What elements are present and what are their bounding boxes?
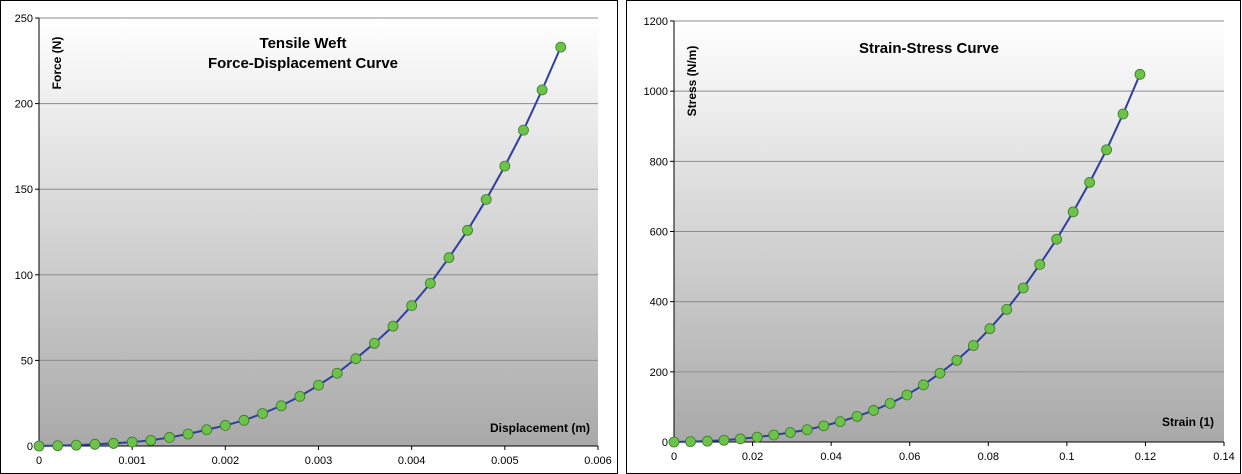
chart-title: Strain-Stress Curve — [859, 40, 999, 57]
x-tick-label: 0 — [671, 451, 677, 463]
data-point — [387, 320, 399, 332]
x-tick-label: 0.002 — [212, 455, 240, 467]
data-point — [701, 435, 713, 447]
y-axis-label: Force (N) — [50, 37, 64, 90]
data-point — [668, 436, 680, 448]
x-tick-label: 0.001 — [118, 455, 146, 467]
data-point — [818, 420, 830, 432]
data-point — [918, 379, 929, 391]
data-point — [868, 405, 879, 416]
data-point — [951, 354, 963, 366]
data-point — [145, 434, 157, 446]
data-point — [734, 433, 746, 445]
y-tick-label: 1200 — [644, 16, 668, 28]
data-point — [443, 252, 455, 264]
x-tick-label: 0.14 — [1213, 451, 1234, 463]
data-point — [275, 400, 287, 412]
data-point — [462, 224, 473, 236]
data-point — [784, 427, 796, 438]
y-tick-label: 600 — [650, 227, 668, 239]
data-point — [934, 367, 946, 379]
x-tick-label: 0.005 — [491, 455, 519, 467]
data-point — [126, 436, 138, 448]
data-point — [751, 431, 763, 443]
y-tick-label: 200 — [650, 367, 668, 379]
chart-panel-strain-stress: 0 200 400 600 800 1000 1200 0 0.02 0.04 0.06 0.08 0.… — [626, 0, 1241, 474]
data-point — [368, 337, 380, 349]
chart-panel-force-displacement: 0 50 100 150 200 250 0 0.001 0.002 0.003 0.004 0.00… — [0, 0, 618, 474]
y-axis-label: Stress (N/m) — [685, 46, 699, 117]
x-tick-label: 0.006 — [584, 455, 612, 467]
chart-title: Force-Displacement Curve — [208, 55, 398, 72]
data-point — [984, 323, 996, 335]
data-point — [424, 277, 436, 289]
x-tick-label: 0.003 — [305, 455, 333, 467]
data-point — [901, 389, 913, 401]
x-tick-label: 0.08 — [978, 451, 999, 463]
y-tick-label: 0 — [662, 437, 668, 449]
y-tick-label: 200 — [15, 99, 33, 111]
data-point — [480, 194, 492, 205]
x-tick-label: 0.02 — [742, 451, 763, 463]
x-tick-label: 0.12 — [1135, 451, 1156, 463]
data-point — [499, 160, 511, 172]
data-point — [201, 424, 213, 436]
data-point — [1001, 303, 1013, 315]
data-point — [164, 432, 175, 443]
strain-stress-chart: 0 200 400 600 800 1000 1200 0 0.02 0.04 0.06 0.08 0.… — [644, 16, 1235, 463]
x-tick-label: 0 — [36, 455, 42, 467]
chart-title: Tensile Weft — [260, 35, 347, 52]
data-point — [518, 124, 529, 136]
data-point — [1067, 206, 1079, 218]
x-tick-label: 0.06 — [899, 451, 920, 463]
y-tick-label: 50 — [21, 355, 33, 367]
data-point — [294, 390, 306, 402]
data-point — [89, 438, 101, 450]
y-tick-label: 100 — [15, 270, 33, 282]
x-axis-label: Strain (1) — [1162, 415, 1214, 429]
data-point — [834, 416, 846, 428]
data-point — [1134, 68, 1146, 80]
force-displacement-chart: 0 50 100 150 200 250 0 0.001 0.002 0.003 0.004 0.00… — [15, 13, 612, 467]
data-point — [350, 353, 362, 365]
data-point — [182, 428, 194, 440]
y-tick-label: 800 — [650, 156, 668, 168]
data-point — [1117, 108, 1129, 120]
data-point — [718, 434, 730, 446]
data-point — [52, 440, 64, 452]
data-point — [1051, 233, 1063, 245]
data-point — [1034, 259, 1046, 270]
y-tick-label: 0 — [27, 441, 33, 453]
data-point — [33, 440, 45, 452]
data-point — [884, 398, 896, 409]
data-point — [1084, 176, 1096, 188]
data-point — [555, 41, 567, 53]
x-axis-label: Displacement (m) — [490, 421, 590, 435]
x-tick-label: 0.04 — [820, 451, 841, 463]
x-tick-label: 0.1 — [1059, 451, 1074, 463]
data-point — [1101, 144, 1112, 156]
data-point — [331, 367, 343, 379]
plot-area — [39, 18, 598, 446]
data-point — [967, 340, 979, 351]
data-point — [768, 429, 780, 441]
data-point — [851, 410, 863, 422]
y-tick-label: 150 — [15, 184, 33, 196]
data-point — [219, 420, 231, 431]
data-point — [238, 414, 250, 426]
y-tick-label: 250 — [15, 13, 33, 25]
data-point — [70, 439, 82, 451]
x-tick-label: 0.004 — [398, 455, 426, 467]
data-point — [406, 300, 418, 312]
data-point — [685, 436, 696, 448]
y-tick-label: 400 — [650, 297, 668, 309]
data-point — [108, 438, 119, 449]
data-point — [313, 379, 324, 391]
data-point — [1017, 282, 1029, 294]
data-point — [536, 84, 548, 96]
y-tick-label: 1000 — [644, 86, 668, 98]
data-point — [257, 408, 269, 419]
data-point — [801, 424, 813, 436]
